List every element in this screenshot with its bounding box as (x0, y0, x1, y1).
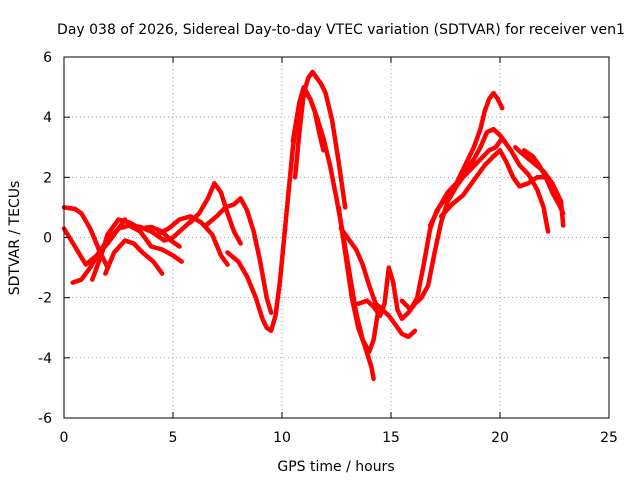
series-arc-13 (336, 205, 376, 382)
y-axis-label: SDTVAR / TECUs (7, 181, 23, 296)
series-arc-17 (427, 90, 505, 228)
series-arc-5 (103, 238, 165, 276)
x-tick-label: 25 (600, 430, 618, 446)
series-arc-20 (513, 145, 566, 228)
series-arc-8 (188, 181, 243, 246)
x-tick-labels: 0 5 10 15 20 25 (60, 430, 618, 446)
x-tick-label: 5 (169, 430, 178, 446)
x-tick-label: 0 (60, 430, 69, 446)
y-tick-label: 2 (43, 170, 52, 186)
series-arc-10 (225, 90, 326, 334)
y-tick-labels: -6 -4 -2 0 2 4 6 (38, 50, 52, 427)
y-tick-label: -6 (38, 411, 52, 427)
x-tick-label: 15 (382, 430, 400, 446)
series-arc-18 (438, 148, 564, 219)
series-arc-9 (203, 196, 274, 315)
x-axis-label: GPS time / hours (277, 459, 394, 475)
series-arc-11 (292, 69, 348, 210)
data-series (61, 69, 566, 382)
series-arc-15 (356, 126, 509, 321)
y-tick-label: 4 (43, 110, 52, 126)
chart-title: Day 038 of 2026, Sidereal Day-to-day VTE… (57, 22, 625, 38)
x-tick-label: 20 (491, 430, 509, 446)
series-arc-14 (338, 226, 418, 340)
y-tick-label: -2 (38, 291, 52, 307)
series-arc-16 (399, 135, 551, 312)
series-arc-4 (90, 217, 182, 282)
series-arc-6 (127, 223, 184, 264)
y-tick-label: 0 (43, 231, 52, 247)
y-tick-label: -4 (38, 351, 52, 367)
grid-lines (64, 57, 609, 418)
axis-ticks (63, 56, 610, 419)
y-tick-label: 6 (43, 50, 52, 66)
x-tick-label: 10 (273, 430, 291, 446)
